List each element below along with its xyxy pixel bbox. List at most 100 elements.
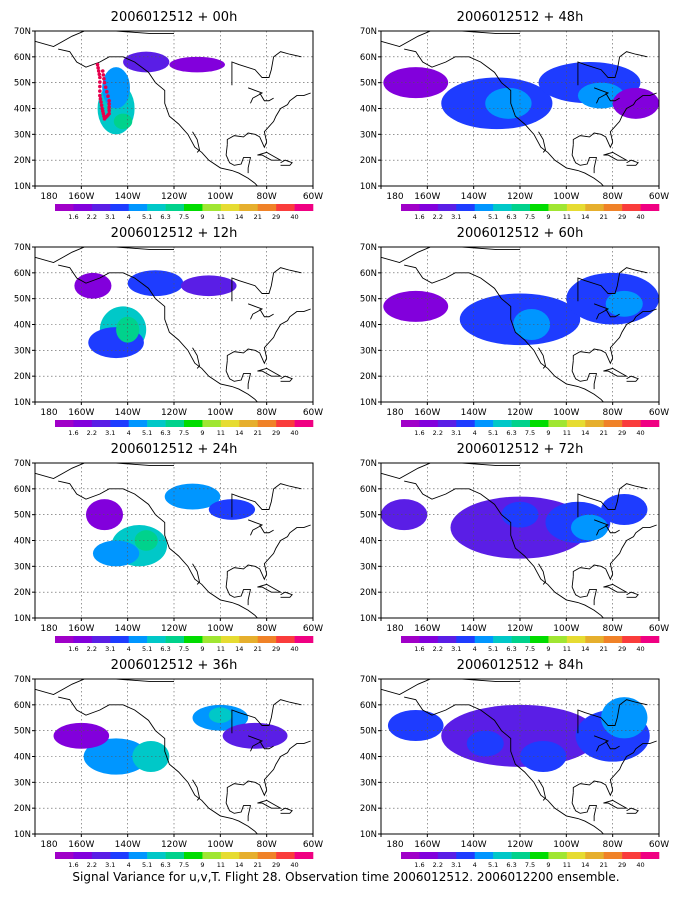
colorbar-label: 3.1 (451, 645, 461, 653)
y-tick-label: 10N (14, 182, 31, 192)
coastlines (381, 247, 657, 402)
colorbar-swatch (294, 420, 314, 427)
colorbar-label: 40 (290, 861, 298, 869)
colorbar-label: 5.1 (142, 213, 152, 221)
colorbar-label: 7.5 (525, 213, 535, 221)
colorbar-swatch (202, 420, 222, 427)
coastline (577, 699, 648, 734)
colorbar-swatch (437, 420, 457, 427)
panel-title: 2006012512 + 00h (111, 10, 238, 25)
colorbar-swatch (202, 636, 222, 643)
coastline (572, 308, 657, 365)
colorbar-swatch (566, 204, 586, 211)
gridlines (381, 679, 659, 834)
y-tick-label: 50N (14, 295, 31, 305)
x-tick-label: 140W (461, 624, 487, 634)
y-tick-label: 40N (14, 537, 31, 547)
x-tick-label: 140W (461, 408, 487, 418)
track-point (100, 69, 105, 73)
x-tick-label: 180 (40, 408, 57, 418)
x-tick-label: 100W (207, 624, 233, 634)
x-tick-label: 160W (68, 840, 94, 850)
colorbar-label: 29 (618, 429, 626, 437)
colorbar-swatch (73, 852, 93, 859)
colorbar-swatch (91, 852, 111, 859)
colorbar-swatch (73, 636, 93, 643)
variance-contour (134, 530, 158, 551)
y-tick-label: 10N (14, 830, 31, 840)
colorbar-swatch (585, 852, 605, 859)
x-tick-label: 180 (40, 624, 57, 634)
y-tick-label: 20N (360, 156, 377, 166)
colorbar-label: 6.3 (506, 861, 516, 869)
coastline (280, 591, 293, 598)
track-point (107, 111, 111, 116)
gridlines (35, 463, 313, 618)
colorbar-swatch (184, 636, 203, 643)
coastline (577, 51, 648, 86)
variance-contour (102, 67, 130, 109)
colorbar-swatch (239, 420, 259, 427)
y-tick-label: 10N (360, 830, 377, 840)
y-tick-label: 70N (360, 243, 377, 253)
colorbar-label: 4 (473, 213, 477, 221)
y-tick-label: 20N (14, 372, 31, 382)
colorbar-swatch (276, 852, 295, 859)
variance-contour (466, 730, 504, 757)
colorbar-swatch (184, 204, 203, 211)
x-tick-label: 180 (40, 192, 57, 202)
colorbar-label: 5.1 (142, 861, 152, 869)
y-tick-label: 60N (14, 701, 31, 711)
colorbar-swatch (239, 204, 259, 211)
coastline (226, 92, 311, 149)
colorbar-label: 6.3 (160, 429, 170, 437)
colorbar-swatch (474, 636, 494, 643)
variance-contour (169, 56, 225, 73)
coastline (192, 779, 200, 801)
colorbar-swatch (456, 852, 476, 859)
colorbar-swatch (110, 420, 130, 427)
y-tick-label: 10N (14, 398, 31, 408)
x-tick-label: 180 (386, 840, 403, 850)
x-tick-label: 180 (386, 408, 403, 418)
coastline (231, 267, 302, 302)
variance-contour (132, 741, 170, 772)
track-point (98, 89, 102, 93)
colorbar-label: 2.2 (87, 429, 97, 437)
colorbar-swatch (184, 852, 203, 859)
colorbar-label: 2.2 (87, 861, 97, 869)
signal-field (85, 483, 256, 567)
colorbar-swatch (165, 852, 185, 859)
x-tick-label: 140W (115, 408, 141, 418)
colorbar-swatch (511, 852, 531, 859)
panel-title: 2006012512 + 48h (457, 10, 584, 25)
colorbar-swatch (474, 204, 494, 211)
colorbar-swatch (128, 852, 148, 859)
map-panel-4: 2006012512 + 36h 10N 20N 30N 40N 50N 60N 70N 160… (14, 658, 323, 869)
y-tick-label: 60N (14, 269, 31, 279)
colorbar-swatch (603, 420, 623, 427)
colorbar-swatch (456, 420, 476, 427)
colorbar-swatch (548, 420, 568, 427)
x-tick-label: 140W (461, 840, 487, 850)
colorbar-swatch (511, 420, 531, 427)
coastline (259, 308, 274, 318)
y-tick-label: 70N (14, 459, 31, 469)
x-tick-label: 80W (602, 192, 622, 202)
coastline (572, 740, 657, 797)
colorbar-label: 5.1 (142, 429, 152, 437)
y-tick-label: 50N (360, 79, 377, 89)
gridlines (381, 31, 659, 186)
colorbar-swatch (73, 420, 93, 427)
x-tick-label: 80W (256, 192, 276, 202)
colorbar-swatch (493, 204, 512, 211)
y-tick-label: 30N (360, 778, 377, 788)
variance-contour (520, 741, 567, 772)
y-tick-label: 70N (360, 675, 377, 685)
coastlines (35, 679, 311, 834)
colorbar-label: 9 (546, 861, 550, 869)
colorbar-label: 6.3 (160, 213, 170, 221)
coastline (192, 131, 200, 153)
variance-contour (383, 290, 449, 322)
coastline (571, 144, 598, 174)
